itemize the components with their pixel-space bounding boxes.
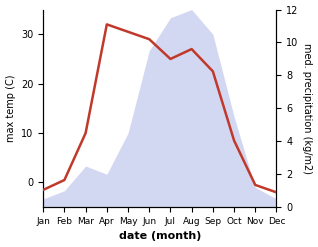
Y-axis label: max temp (C): max temp (C) xyxy=(5,75,16,142)
Y-axis label: med. precipitation (kg/m2): med. precipitation (kg/m2) xyxy=(302,43,313,174)
X-axis label: date (month): date (month) xyxy=(119,231,201,242)
